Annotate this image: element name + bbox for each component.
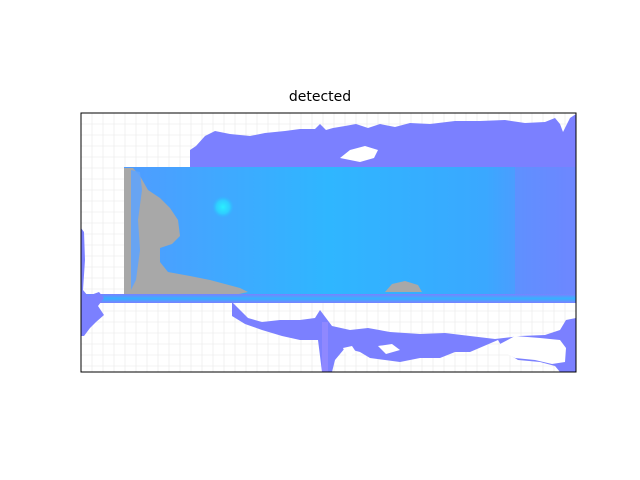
bottom-right-gap bbox=[500, 336, 566, 364]
undetected-gray-region bbox=[124, 168, 248, 298]
horizontal-band bbox=[81, 294, 576, 303]
plot-frame bbox=[80, 112, 577, 373]
figure-title: detected bbox=[288, 89, 352, 105]
top-gap-white bbox=[340, 146, 378, 162]
bottom-small-gaps bbox=[343, 344, 400, 358]
top-detected-region bbox=[190, 114, 576, 168]
left-edge-strip bbox=[81, 228, 104, 336]
detection-layer bbox=[81, 114, 576, 372]
right-edge-shade bbox=[515, 167, 576, 298]
bottom-stripe bbox=[322, 322, 328, 372]
gray-inner-blue bbox=[131, 170, 142, 290]
main-detected-area bbox=[124, 167, 576, 298]
highlight-spot bbox=[212, 196, 234, 218]
bottom-detected-region bbox=[232, 302, 576, 372]
small-gray-patch bbox=[385, 281, 422, 292]
